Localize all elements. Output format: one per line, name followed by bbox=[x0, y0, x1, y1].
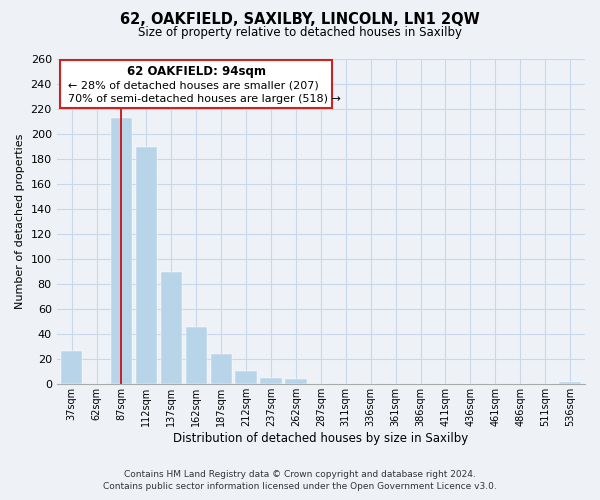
Bar bbox=[136, 146, 157, 384]
Bar bbox=[286, 380, 307, 384]
X-axis label: Distribution of detached houses by size in Saxilby: Distribution of detached houses by size … bbox=[173, 432, 469, 445]
Bar bbox=[260, 378, 281, 384]
Bar bbox=[211, 354, 232, 384]
Text: 62 OAKFIELD: 94sqm: 62 OAKFIELD: 94sqm bbox=[127, 66, 266, 78]
Text: ← 28% of detached houses are smaller (207): ← 28% of detached houses are smaller (20… bbox=[68, 80, 319, 90]
Text: Contains HM Land Registry data © Crown copyright and database right 2024.: Contains HM Land Registry data © Crown c… bbox=[124, 470, 476, 479]
Bar bbox=[185, 326, 207, 384]
Text: 62, OAKFIELD, SAXILBY, LINCOLN, LN1 2QW: 62, OAKFIELD, SAXILBY, LINCOLN, LN1 2QW bbox=[120, 12, 480, 28]
Text: 70% of semi-detached houses are larger (518) →: 70% of semi-detached houses are larger (… bbox=[68, 94, 341, 104]
Bar bbox=[111, 118, 132, 384]
Text: Contains public sector information licensed under the Open Government Licence v3: Contains public sector information licen… bbox=[103, 482, 497, 491]
Bar bbox=[559, 382, 581, 384]
Bar bbox=[161, 272, 182, 384]
Y-axis label: Number of detached properties: Number of detached properties bbox=[15, 134, 25, 310]
Bar bbox=[235, 370, 257, 384]
Bar bbox=[61, 350, 82, 384]
FancyBboxPatch shape bbox=[61, 60, 332, 108]
Text: Size of property relative to detached houses in Saxilby: Size of property relative to detached ho… bbox=[138, 26, 462, 39]
